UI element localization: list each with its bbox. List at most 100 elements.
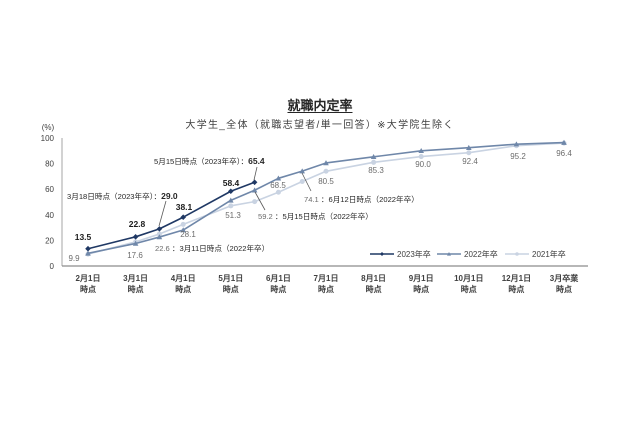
triangle-marker (370, 154, 377, 160)
triangle-marker (85, 250, 91, 256)
data-label: 85.3 (368, 166, 384, 175)
data-label: 95.2 (510, 152, 526, 161)
x-tick-label: 3月卒業 (550, 273, 579, 283)
triangle-marker (323, 160, 329, 166)
legend-label: 2022年卒 (464, 249, 498, 259)
diamond-marker (380, 252, 384, 256)
callout-text: 22.6 ：3月11日時点（2022年卒） (155, 243, 269, 253)
data-labels: 13.5 22.8 38.1 58.4 9.9 17.6 28.1 51.3 68.5 80.5 8… (68, 149, 572, 263)
callout-part: 59.2 (258, 212, 273, 221)
y-tick-label: 20 (45, 236, 54, 245)
circle-marker (323, 168, 329, 174)
circle-marker (466, 150, 472, 156)
legend-item: 2023年卒 (370, 249, 431, 259)
callout-part: 5月15日時点（2023年卒）： (154, 156, 248, 166)
data-label: 51.3 (225, 211, 241, 220)
callout-leader-line (301, 172, 312, 192)
callout-leader-line (158, 200, 167, 227)
chart-title-text: 就職内定率 (287, 98, 353, 113)
circle-marker (299, 179, 305, 185)
chart-subtitle: 大学生_全体（就職志望者/単一回答）※大学院生除く (185, 120, 455, 131)
callout-text: 5月15日時点（2023年卒）：65.4 (154, 156, 265, 166)
circle-marker (418, 154, 424, 160)
x-tick-label: 6月1日 (266, 274, 291, 283)
callout-part: 65.4 (248, 156, 265, 166)
triangle-marker (180, 227, 186, 233)
triangle-marker (466, 144, 472, 150)
series-2022年卒 (85, 139, 567, 256)
data-label: 22.8 (129, 219, 146, 229)
triangle-marker (132, 240, 139, 246)
data-label: 9.9 (68, 254, 80, 263)
legend-item: 2022年卒 (437, 249, 498, 259)
x-tick-label: 時点 (366, 284, 382, 294)
series-group (85, 139, 567, 257)
data-label: 13.5 (75, 232, 92, 242)
triangle-marker (228, 197, 234, 203)
circle-marker (275, 189, 281, 195)
x-tick-label: 5月1日 (218, 274, 243, 283)
triangle-marker (251, 187, 258, 193)
callout-text: 3月18日時点（2023年卒）：29.0 (67, 191, 178, 201)
x-tick-label: 時点 (508, 284, 524, 294)
x-tick-label: 時点 (175, 284, 191, 294)
callout-part: 3月18日時点（2023年卒）： (67, 191, 161, 201)
series-line (87, 142, 565, 255)
y-tick-label: 80 (45, 160, 54, 169)
circle-marker (180, 221, 186, 227)
diamond-marker (180, 214, 186, 221)
x-tick-label: 4月1日 (171, 274, 196, 283)
y-axis-unit-label: (%) (42, 123, 55, 132)
data-label: 38.1 (176, 202, 193, 212)
diamond-marker (85, 245, 91, 252)
triangle-marker (299, 168, 305, 174)
callout-part: 22.6 (155, 244, 170, 253)
diamond-marker (228, 188, 234, 195)
series-line (87, 181, 255, 250)
x-tick-label: 時点 (413, 284, 429, 294)
data-label: 68.5 (270, 181, 286, 190)
series-line (87, 141, 565, 255)
x-tick-label: 9月1日 (409, 274, 434, 283)
legend: 2023年卒 2022年卒 2021年卒 (370, 249, 566, 259)
data-label: 58.4 (223, 178, 240, 188)
x-tick-label: 8月1日 (361, 274, 386, 283)
circle-marker (371, 159, 377, 165)
diamond-marker (251, 179, 258, 186)
y-tick-label: 0 (50, 262, 55, 271)
callout-part: ：5月15日時点（2022年卒） (273, 211, 373, 221)
callout-leader-line (254, 191, 266, 211)
x-tick-label: 時点 (318, 284, 334, 294)
x-tick-label: 3月1日 (123, 274, 148, 283)
data-label: 96.4 (556, 149, 572, 158)
data-label: 17.6 (127, 251, 143, 260)
x-tick-label: 時点 (128, 284, 144, 294)
x-tick-label: 時点 (270, 284, 286, 294)
x-tick-label: 時点 (461, 284, 477, 294)
callout-leader-line (253, 166, 258, 181)
data-label: 28.1 (180, 230, 196, 239)
series-2023年卒 (85, 179, 258, 252)
triangle-marker (561, 139, 567, 145)
triangle-marker (447, 252, 451, 256)
data-label: 80.5 (318, 177, 334, 186)
diamond-marker (156, 226, 163, 232)
x-tick-label: 10月1日 (454, 274, 483, 283)
x-tick-label: 時点 (556, 284, 572, 294)
triangle-marker (418, 148, 424, 154)
circle-marker (156, 231, 162, 237)
x-tick-label: 7月1日 (314, 274, 339, 283)
annotations: 3月18日時点（2023年卒）：29.0 5月15日時点（2023年卒）：65.4… (67, 156, 419, 253)
axes: (%)0204060801002月1日時点3月1日時点4月1日時点5月1日時点6… (41, 123, 588, 294)
callout-part: 29.0 (161, 191, 178, 201)
y-tick-label: 40 (45, 211, 54, 220)
legend-item: 2021年卒 (505, 249, 566, 259)
legend-label: 2023年卒 (397, 249, 431, 259)
chart-title: 就職内定率 (0, 95, 640, 114)
x-tick-label: 12月1日 (502, 274, 531, 283)
triangle-marker (275, 175, 282, 181)
circle-marker (228, 203, 234, 209)
triangle-marker (513, 141, 520, 147)
data-label: 90.0 (415, 160, 431, 169)
diamond-marker (132, 234, 139, 240)
